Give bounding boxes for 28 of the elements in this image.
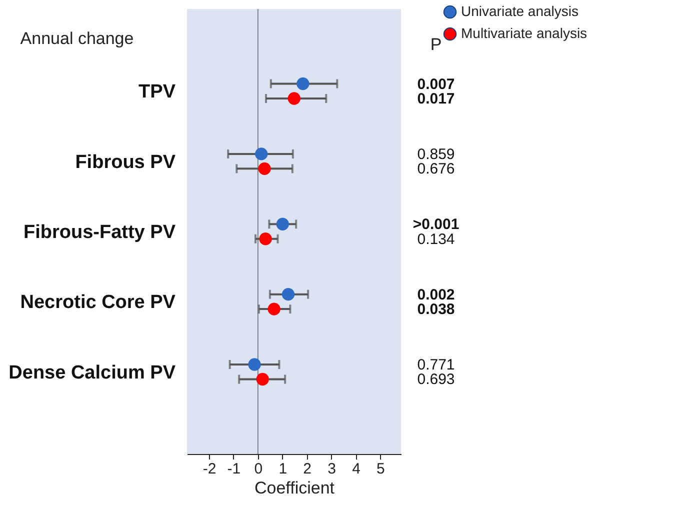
legend-label: Univariate analysis <box>461 3 578 19</box>
text: 0.017 <box>417 90 455 108</box>
x-tick-label: 3 <box>328 460 336 478</box>
text: 0.771 <box>417 356 455 374</box>
text: Annual change <box>20 29 134 48</box>
x-tick-label: 4 <box>352 460 360 478</box>
y-tick-label: Necrotic Core PV <box>20 292 176 314</box>
x-tick-label: 5 <box>376 460 385 478</box>
text: 0.007 <box>417 76 455 93</box>
x-tick-label: 2 <box>303 460 312 478</box>
y-tick-label: Fibrous-Fatty PV <box>23 222 176 243</box>
y-tick-label: Fibrous PV <box>75 152 176 173</box>
text: 0.676 <box>417 160 455 178</box>
text: P <box>430 35 442 54</box>
x-tick-label: -2 <box>202 460 216 478</box>
x-axis-title: Coefficient <box>254 478 335 498</box>
text: >0.001 <box>412 216 460 234</box>
text: 0.693 <box>417 371 455 388</box>
text: 0.038 <box>417 301 455 318</box>
x-tick-label: -1 <box>227 460 241 478</box>
text: 0.134 <box>417 230 455 248</box>
text: 0.002 <box>417 286 455 304</box>
y-tick-label: Dense Calcium PV <box>8 362 176 384</box>
legend-label: Multivariate analysis <box>461 25 588 41</box>
y-tick-label: TPV <box>138 82 176 103</box>
x-tick-label: 0 <box>254 460 263 478</box>
text: 0.859 <box>417 146 455 163</box>
x-tick-label: 1 <box>278 460 288 478</box>
